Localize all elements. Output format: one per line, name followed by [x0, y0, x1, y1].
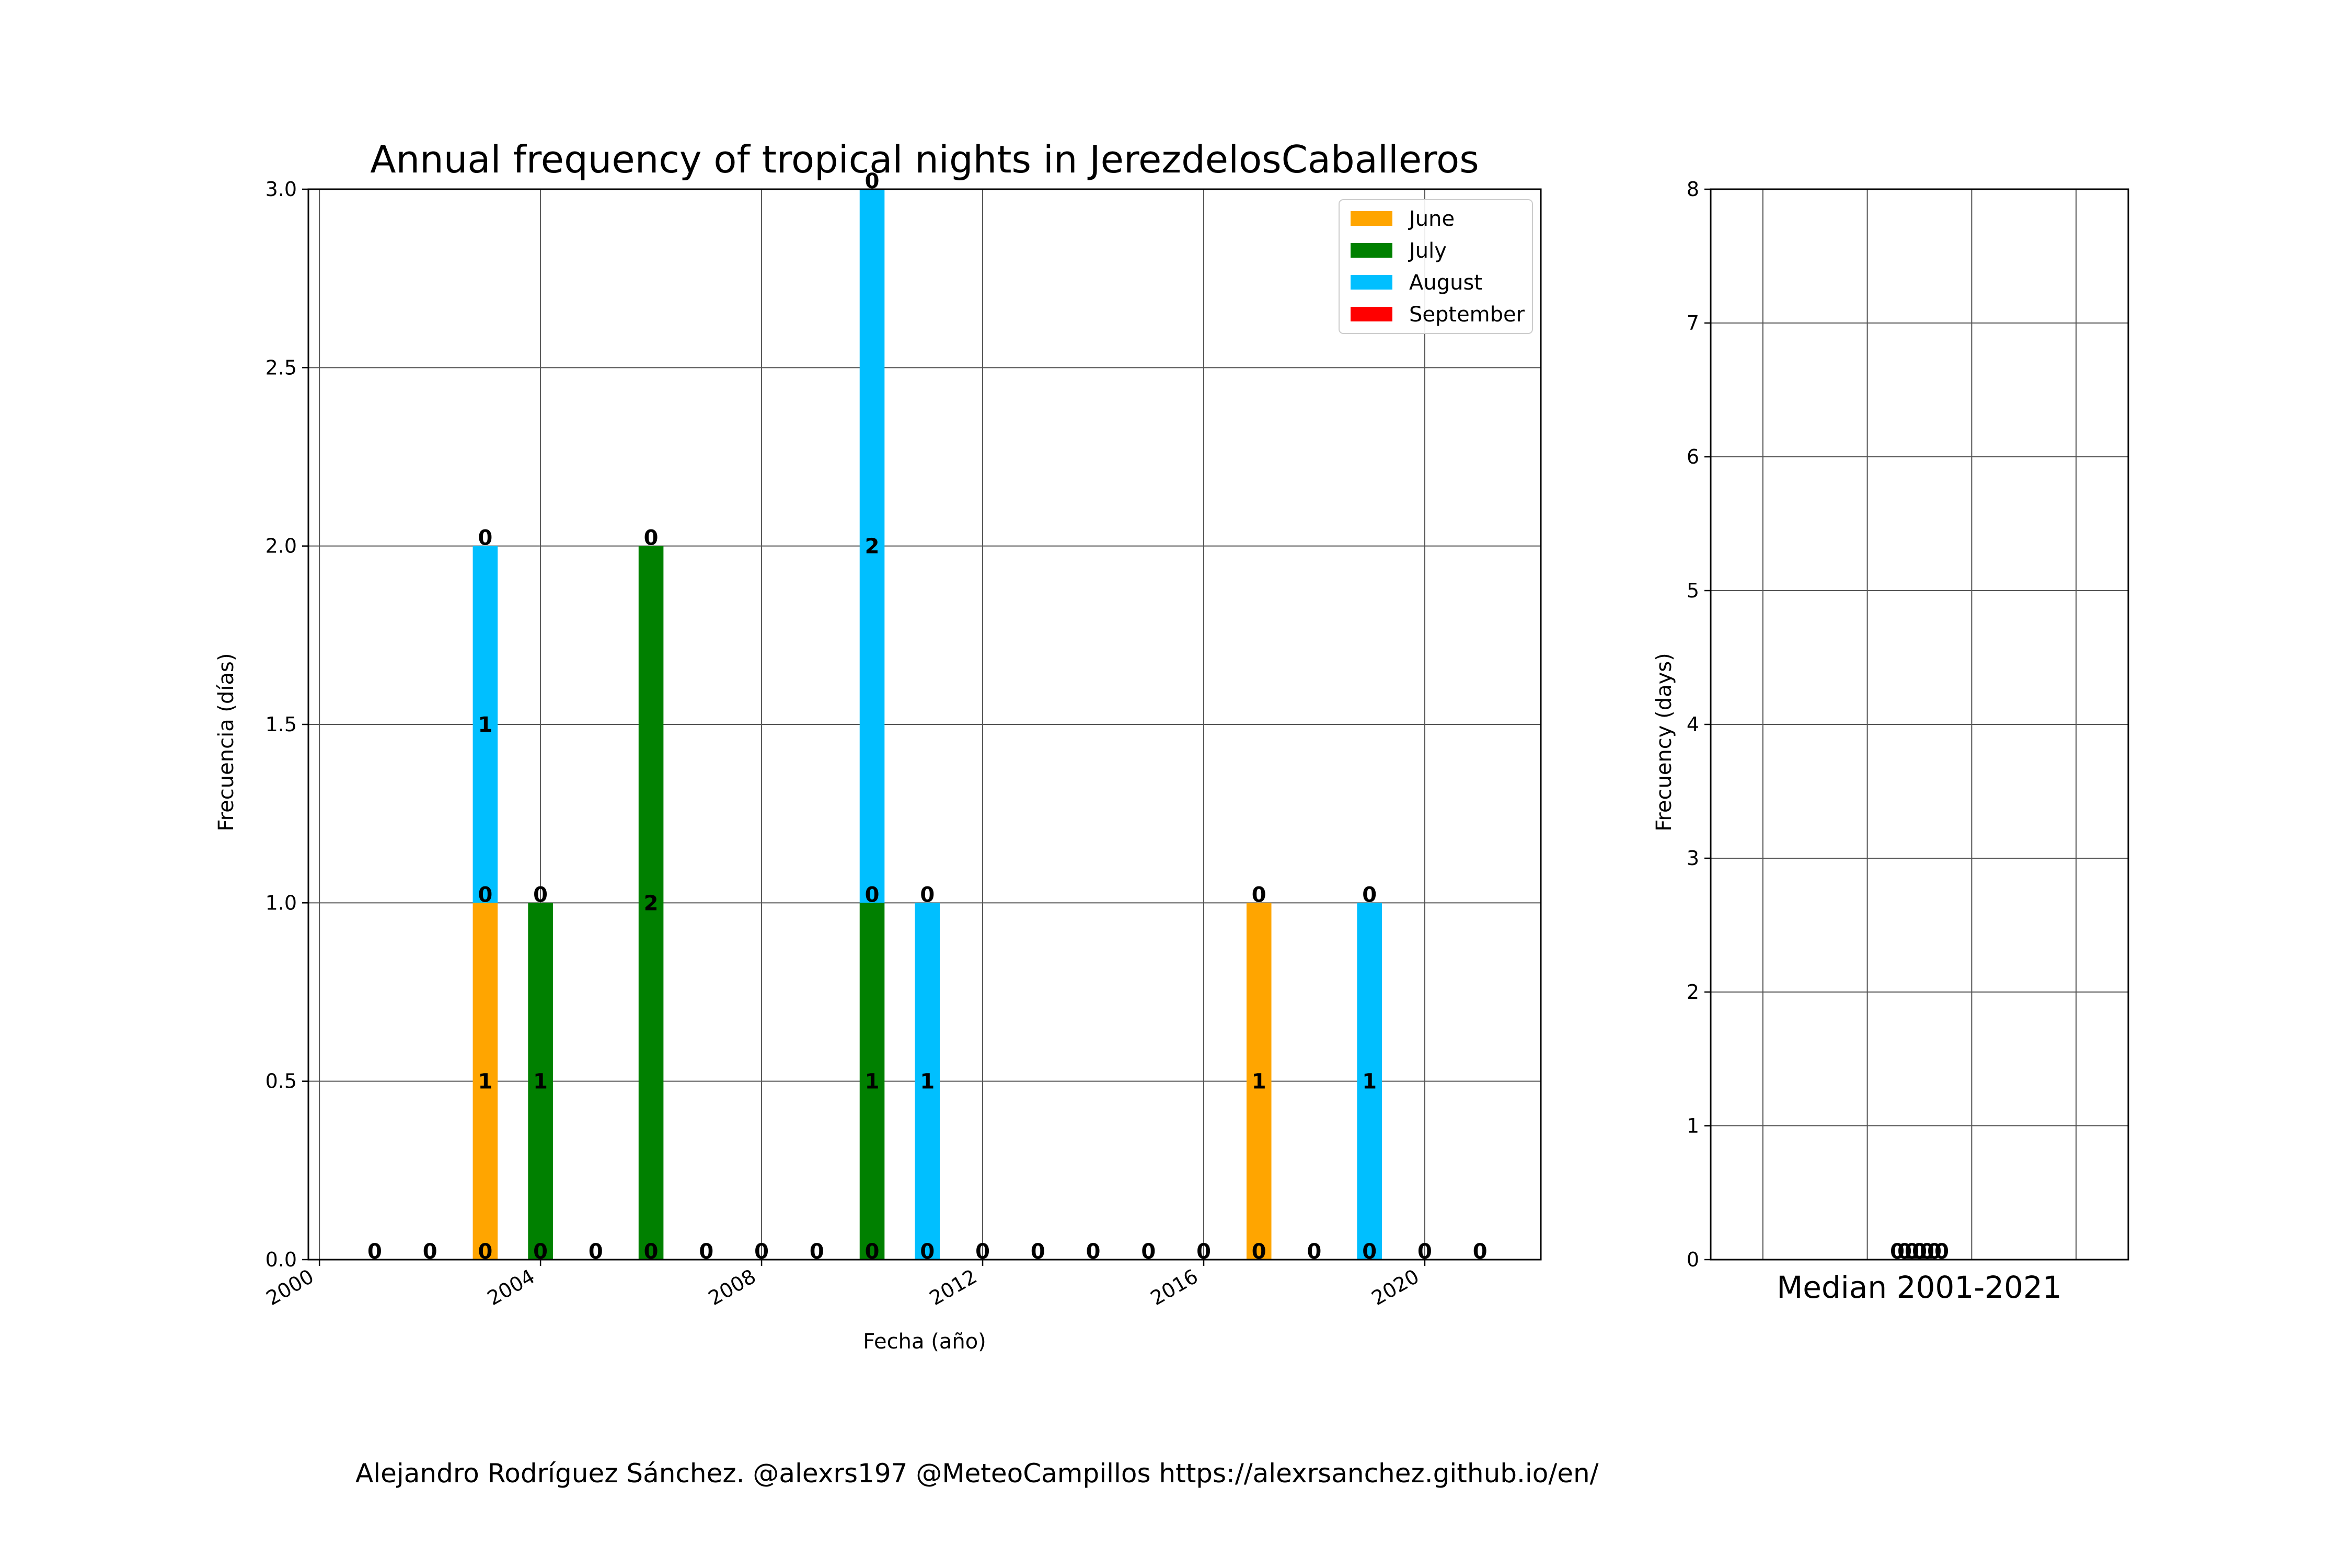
- bar-value-label: 1: [1252, 1070, 1266, 1094]
- main-chart-title: Annual frequency of tropical nights in J…: [370, 137, 1479, 181]
- legend-label-august: August: [1409, 271, 1482, 295]
- legend-box: [1339, 199, 1533, 334]
- bar-top-label: 0: [1252, 883, 1266, 907]
- bar-august-2010: [859, 189, 885, 903]
- y-tick-label: 2.5: [266, 356, 297, 379]
- legend-label-september: September: [1409, 303, 1525, 327]
- legend-swatch-august: [1351, 275, 1392, 290]
- bar-august-2011: [915, 903, 940, 1260]
- y-tick-label: 1.5: [266, 713, 297, 736]
- legend-swatch-september: [1351, 307, 1392, 321]
- median-y-tick-label: 8: [1687, 178, 1699, 201]
- median-x-axis-label: Median 2001-2021: [1777, 1270, 2062, 1305]
- median-ticks: 0 1 2 3 4 5 6 7 8: [1687, 178, 1711, 1271]
- bar-value-label: 2: [865, 535, 880, 559]
- bar-value-label: 2: [644, 891, 659, 915]
- bar-july-2010: [859, 903, 885, 1260]
- bar-june-2017: [1246, 903, 1272, 1260]
- bar-value-label: 1: [478, 1070, 492, 1094]
- credit-footer: Alejandro Rodríguez Sánchez. @alexrs197 …: [355, 1458, 1599, 1489]
- median-y-tick-label: 6: [1687, 445, 1699, 468]
- y-tick-label: 2.0: [266, 535, 297, 558]
- bar-value-label: 1: [533, 1070, 548, 1094]
- median-y-tick-label: 5: [1687, 579, 1699, 602]
- main-y-axis-label: Frecuencia (días): [214, 653, 238, 832]
- bar-value-label: 1: [478, 713, 492, 737]
- bar-top-label: 0: [478, 883, 492, 907]
- median-y-tick-label: 4: [1687, 713, 1699, 736]
- legend: June July August September: [1339, 199, 1533, 334]
- median-y-tick-label: 3: [1687, 847, 1699, 870]
- legend-swatch-june: [1351, 211, 1392, 226]
- y-tick-label: 3.0: [266, 178, 297, 201]
- median-y-tick-label: 1: [1687, 1114, 1699, 1137]
- bar-value-label: 1: [865, 1070, 880, 1094]
- bar-value-label: 1: [1362, 1070, 1377, 1094]
- bar-top-label: 0: [1362, 883, 1377, 907]
- y-tick-label: 1.0: [266, 891, 297, 914]
- bar-june-2003: [472, 903, 498, 1260]
- median-y-tick-label: 0: [1687, 1248, 1699, 1271]
- bar-july-2004: [528, 903, 553, 1260]
- main-bars: [472, 189, 1382, 1260]
- median-y-tick-label: 7: [1687, 312, 1699, 335]
- y-tick-label: 0.0: [266, 1248, 297, 1271]
- bar-value-label: 1: [920, 1070, 935, 1094]
- bar-august-2019: [1357, 903, 1382, 1260]
- legend-label-june: June: [1408, 207, 1455, 231]
- bar-top-label: 0: [920, 883, 935, 907]
- bar-top-label: 0: [478, 526, 492, 550]
- bar-top-label: 0: [865, 883, 880, 907]
- bar-august-2003: [472, 546, 498, 903]
- bar-top-label: 0: [533, 883, 548, 907]
- y-tick-label: 0.5: [266, 1070, 297, 1093]
- bar-top-label: 0: [644, 526, 659, 550]
- legend-swatch-july: [1351, 243, 1392, 258]
- legend-label-july: July: [1408, 239, 1447, 263]
- median-y-tick-label: 2: [1687, 981, 1699, 1004]
- bar-july-2006: [638, 546, 664, 1260]
- median-y-axis-label: Frecuency (days): [1652, 653, 1676, 832]
- main-x-axis-label: Fecha (año): [863, 1330, 986, 1354]
